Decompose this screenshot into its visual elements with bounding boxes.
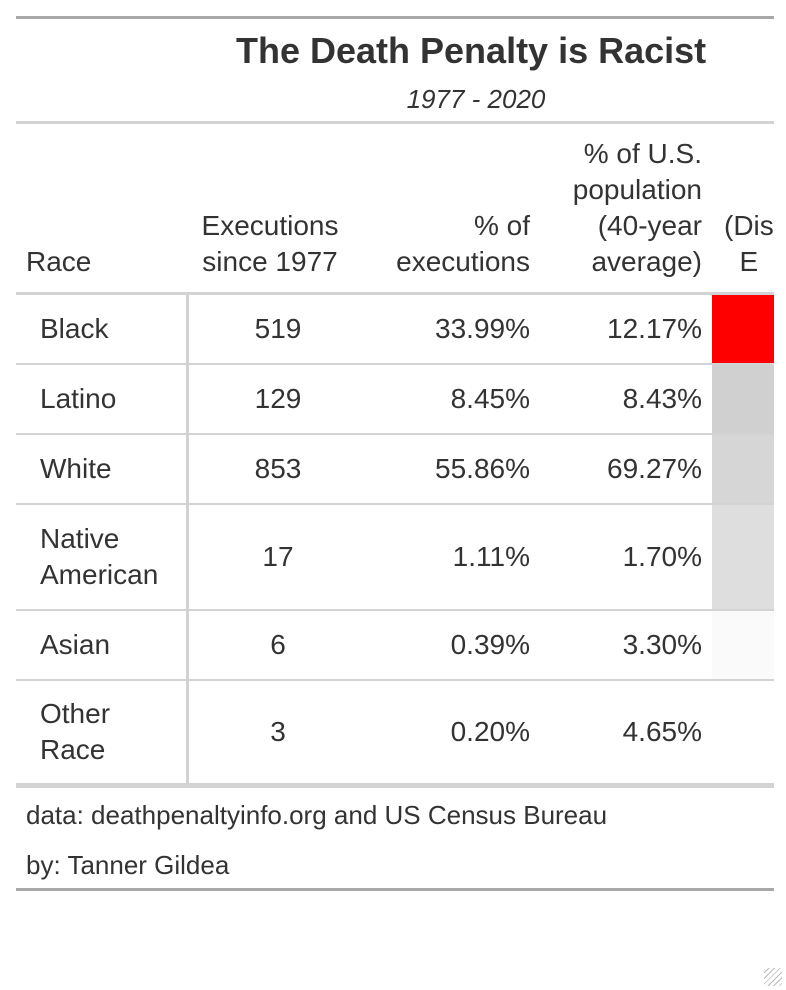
cell-pct-population: 3.30%: [622, 629, 702, 660]
cell-disparity-swatch: [712, 681, 774, 783]
cell-pct-population: 69.27%: [607, 453, 702, 484]
table-row: Latino 129 8.45% 8.43%: [16, 365, 774, 435]
cell-executions: 17: [262, 541, 294, 572]
cell-executions: 129: [254, 383, 302, 414]
cell-executions: 519: [254, 313, 302, 344]
cell-disparity-swatch: [712, 435, 774, 503]
cell-race: White: [40, 453, 112, 484]
cell-pct-executions: 0.20%: [450, 716, 530, 747]
table-title: The Death Penalty is Racist: [236, 30, 707, 71]
heading-rule: [16, 121, 774, 124]
cell-executions: 853: [254, 453, 302, 484]
column-header-pct-executions: % of executions: [396, 210, 530, 277]
cell-pct-executions: 8.45%: [450, 383, 530, 414]
resize-grip-icon[interactable]: [764, 968, 782, 986]
cell-pct-population: 8.43%: [622, 383, 702, 414]
cell-pct-population: 1.70%: [622, 541, 702, 572]
source-note-data: data: deathpenaltyinfo.org and US Census…: [26, 800, 608, 830]
cell-disparity-swatch: [712, 295, 774, 363]
table-bottom-rule: [16, 785, 774, 788]
table-subtitle: 1977 - 2020: [406, 84, 546, 114]
cell-pct-executions: 1.11%: [452, 541, 530, 572]
cell-executions: 6: [270, 629, 286, 660]
cell-disparity-swatch: [712, 365, 774, 433]
table-row: Other Race 3 0.20% 4.65%: [16, 681, 774, 785]
cell-pct-executions: 33.99%: [435, 313, 530, 344]
cell-pct-population: 12.17%: [607, 313, 702, 344]
table-row: White 853 55.86% 69.27%: [16, 435, 774, 505]
cell-disparity-swatch: [712, 611, 774, 679]
table-container: The Death Penalty is Racist 1977 - 2020 …: [16, 16, 774, 894]
cell-pct-executions: 0.39%: [450, 629, 530, 660]
column-header-race: Race: [26, 246, 92, 277]
table-row: Black 519 33.99% 12.17%: [16, 295, 774, 365]
cell-executions: 3: [270, 716, 286, 747]
top-rule: [16, 16, 774, 19]
cell-race: Other Race: [40, 698, 111, 765]
stub-divider: [186, 295, 189, 785]
bottom-rule: [16, 888, 774, 891]
column-header-pct-population: % of U.S. population (40-year average): [572, 138, 702, 277]
cell-race: Native American: [40, 523, 159, 590]
cell-disparity-swatch: [712, 505, 774, 609]
column-header-executions: Executions since 1977: [201, 210, 339, 277]
table-row: Asian 6 0.39% 3.30%: [16, 611, 774, 681]
source-note-author: by: Tanner Gildea: [26, 850, 230, 880]
cell-race: Asian: [40, 629, 111, 660]
cell-pct-population: 4.65%: [622, 716, 702, 747]
cell-pct-executions: 55.86%: [435, 453, 530, 484]
cell-race: Latino: [40, 383, 117, 414]
column-header-rule: [16, 292, 774, 295]
cell-race: Black: [40, 313, 109, 344]
column-header-disparity: (Dis E: [724, 210, 774, 277]
table-row: Native American 17 1.11% 1.70%: [16, 505, 774, 611]
